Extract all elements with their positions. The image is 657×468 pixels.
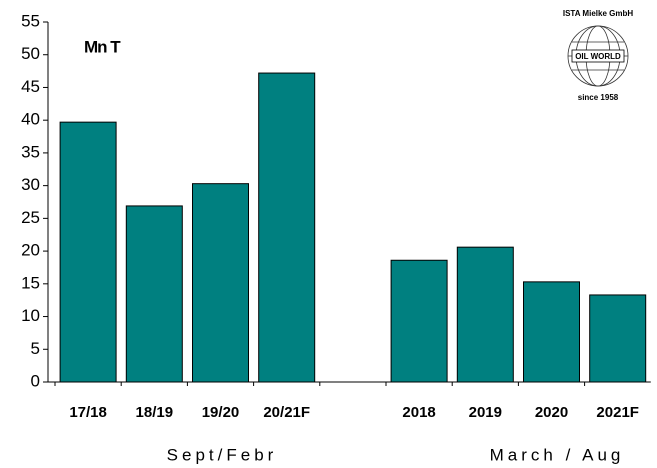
- y-tick-label: 35: [21, 142, 40, 161]
- x-tick-label: 2021F: [596, 404, 639, 421]
- logo-text: ISTA Mielke GmbH: [563, 9, 633, 18]
- y-tick-label: 5: [31, 339, 40, 358]
- bar: [523, 281, 580, 383]
- bar: [390, 259, 448, 383]
- logo-text: since 1958: [578, 93, 619, 102]
- group-label: March / Aug: [490, 445, 625, 464]
- bar: [258, 72, 316, 383]
- bar: [456, 246, 514, 383]
- y-tick-label: 55: [21, 11, 40, 30]
- x-tick-label: 20/21F: [263, 404, 310, 421]
- x-tick-label: 17/18: [69, 404, 107, 421]
- group-label: Sept/Febr: [167, 445, 278, 464]
- y-tick-label: 45: [21, 77, 40, 96]
- x-tick-label: 2020: [535, 404, 568, 421]
- y-tick-label: 40: [21, 110, 40, 129]
- bar: [192, 183, 249, 383]
- x-tick-label: 2019: [469, 404, 502, 421]
- bar: [59, 121, 117, 383]
- bar: [125, 205, 183, 383]
- y-tick-label: 20: [21, 241, 40, 260]
- annotation: Mn T: [84, 37, 121, 56]
- x-tick-label: 18/19: [136, 404, 174, 421]
- y-tick-label: 10: [21, 306, 40, 325]
- x-tick-label: 19/20: [202, 404, 240, 421]
- x-tick-label: 2018: [402, 404, 435, 421]
- y-tick-label: 15: [21, 273, 40, 292]
- y-tick-label: 0: [31, 371, 40, 390]
- bar: [589, 294, 647, 383]
- y-tick-label: 30: [21, 175, 40, 194]
- y-tick-label: 50: [21, 44, 40, 63]
- y-tick-label: 25: [21, 208, 40, 227]
- logo: [567, 25, 629, 87]
- logo-text: OIL WORLD: [575, 52, 621, 61]
